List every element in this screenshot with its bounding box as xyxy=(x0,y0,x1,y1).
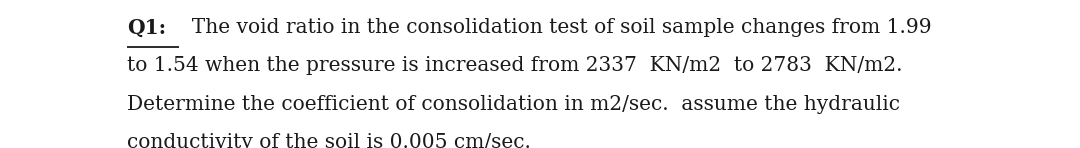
Text: The void ratio in the consolidation test of soil sample changes from 1.99: The void ratio in the consolidation test… xyxy=(179,18,932,37)
Text: Determine the coefficient of consolidation in m2/sec.  assume the hydraulic: Determine the coefficient of consolidati… xyxy=(127,95,901,114)
Text: Q1:: Q1: xyxy=(127,18,166,38)
Text: conductivity of the soil is 0.005 cm/sec.: conductivity of the soil is 0.005 cm/sec… xyxy=(127,133,531,148)
Text: to 1.54 when the pressure is increased from 2337  KN/m2  to 2783  KN/m2.: to 1.54 when the pressure is increased f… xyxy=(127,56,903,75)
